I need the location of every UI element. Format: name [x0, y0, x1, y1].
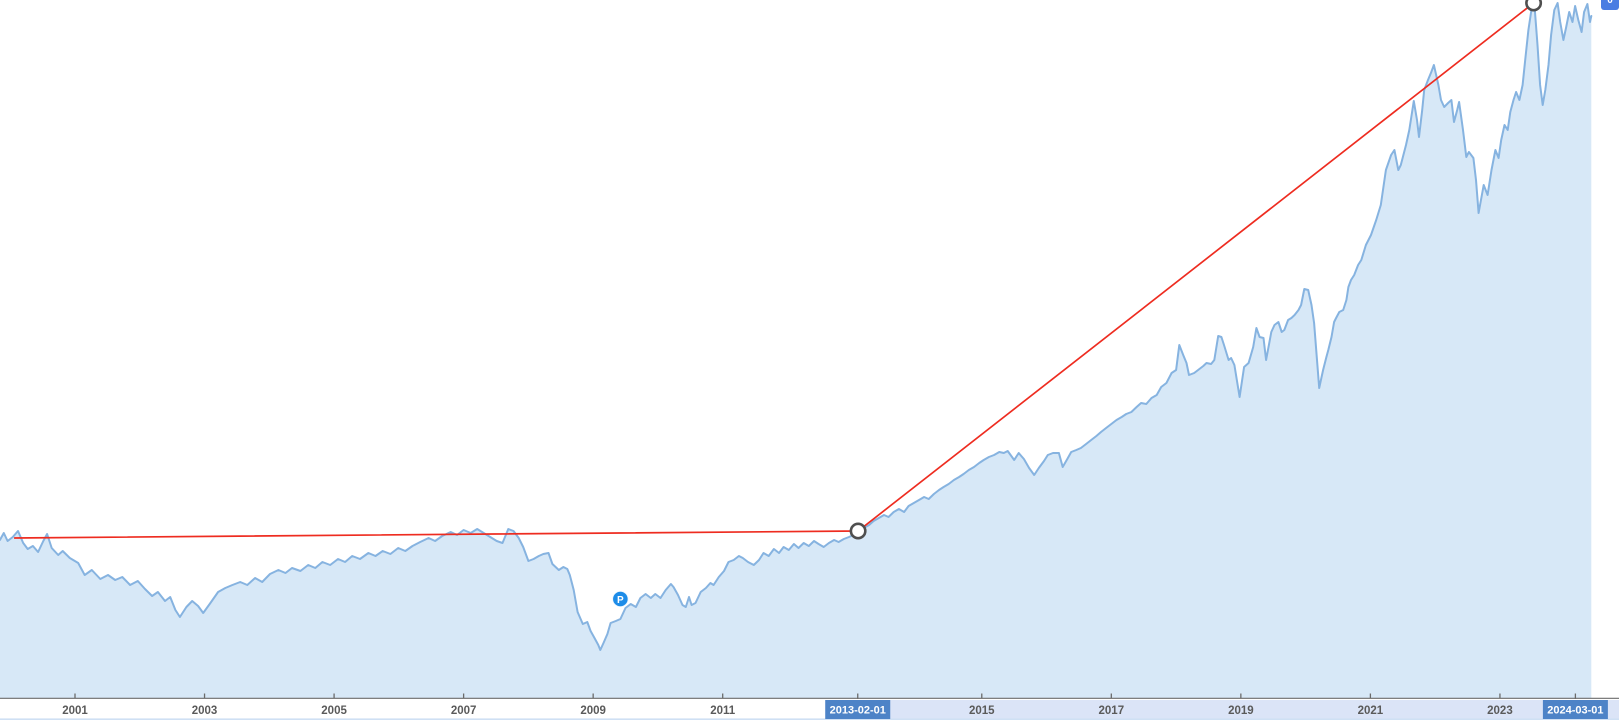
- event-marker-p[interactable]: [611, 590, 630, 608]
- price-area-fill: [0, 3, 1592, 698]
- crosshair-value-badge: 0: [1601, 0, 1619, 10]
- x-axis-label: 2007: [451, 705, 477, 717]
- trendline-anchor-handle[interactable]: [849, 522, 867, 540]
- axis-bottom-border: [0, 718, 1619, 720]
- price-line: [0, 2, 1593, 651]
- x-axis-label: 2011: [710, 705, 736, 717]
- date-badge-end-label: 2024-03-01: [1547, 705, 1603, 717]
- x-axis-label: 2001: [62, 705, 88, 717]
- crosshair-value-badge-label: 0: [1607, 0, 1613, 6]
- trendline-anchor-handle[interactable]: [1525, 0, 1543, 12]
- date-badge-end: [1542, 700, 1608, 719]
- selected-range-strip[interactable]: [825, 700, 1619, 719]
- x-axis-label: 2021: [1358, 705, 1384, 717]
- date-badge-start: [825, 700, 891, 719]
- x-axis-label: 2015: [969, 705, 995, 717]
- x-axis-label: 2005: [321, 705, 347, 717]
- event-marker-p-label: P: [617, 595, 624, 606]
- date-badge-start-label: 2013-02-01: [830, 705, 886, 717]
- x-axis-label: 2023: [1487, 705, 1513, 717]
- x-axis-label: 2019: [1228, 705, 1254, 717]
- x-axis-label: 2003: [192, 705, 218, 717]
- x-axis-label: 2017: [1099, 705, 1125, 717]
- x-axis-label: 2009: [580, 705, 606, 717]
